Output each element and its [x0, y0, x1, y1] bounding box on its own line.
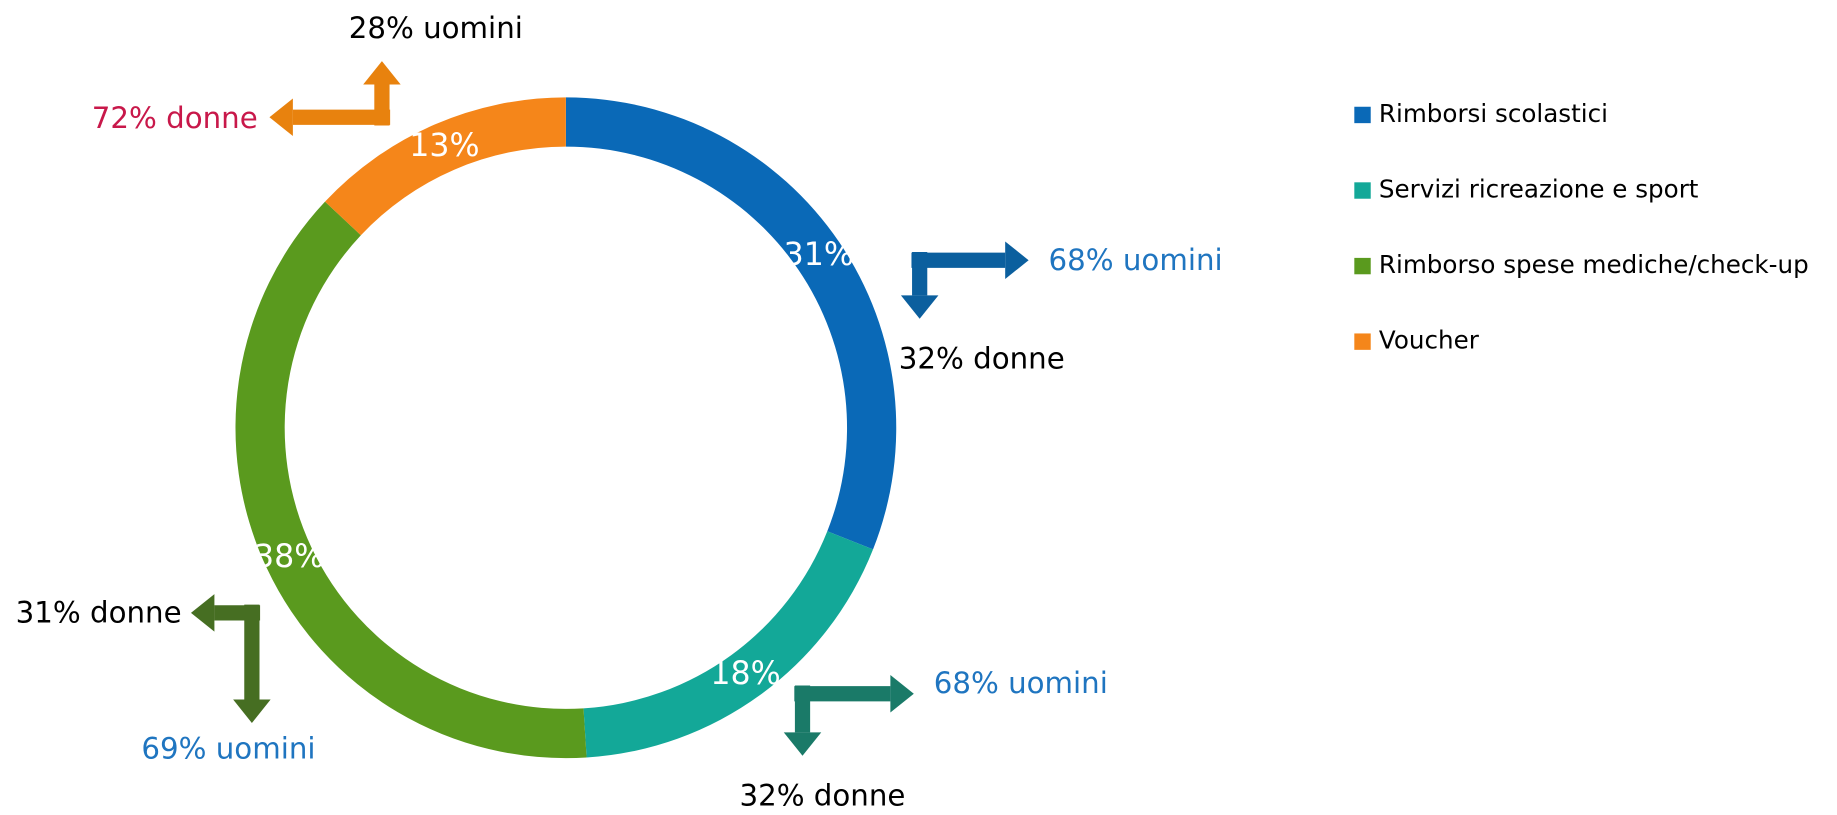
data-label: 31% — [784, 237, 854, 273]
arrow-head — [363, 61, 401, 85]
donut-segment — [235, 201, 587, 759]
legend-label: Rimborso spese mediche/check-up — [1379, 250, 1809, 279]
arrow-head — [900, 295, 939, 319]
annotation-men: 68% uomini — [934, 666, 1108, 700]
data-label: 13% — [409, 128, 479, 164]
legend-swatch — [1354, 333, 1371, 350]
data-label: 18% — [710, 656, 780, 692]
arrow-head — [890, 674, 914, 713]
donut-segment — [565, 97, 897, 550]
arrow-head — [783, 732, 822, 756]
data-label: 38% — [254, 539, 324, 575]
annotation-men: 68% uomini — [1049, 243, 1223, 277]
legend-swatch — [1354, 106, 1371, 124]
annotation-women: 32% donne — [739, 778, 905, 811]
legend-swatch — [1354, 257, 1371, 275]
arrow-head — [269, 98, 293, 137]
annotation-women: 32% donne — [899, 341, 1065, 375]
arrow-head — [190, 594, 215, 632]
annotation-women: 72% donne — [92, 101, 258, 135]
annotation-men: 69% uomini — [141, 731, 315, 765]
arrow-head — [233, 699, 271, 723]
legend-label: Servizi ricreazione e sport — [1379, 175, 1699, 204]
legend-swatch — [1354, 182, 1371, 199]
annotation-men: 28% uomini — [349, 11, 523, 45]
arrow-head — [1005, 241, 1029, 279]
donut-segment — [583, 531, 874, 758]
legend-label: Rimborsi scolastici — [1379, 99, 1608, 128]
donut-segment — [325, 97, 566, 236]
legend-label: Voucher — [1379, 326, 1480, 355]
annotation-women: 31% donne — [16, 596, 182, 630]
